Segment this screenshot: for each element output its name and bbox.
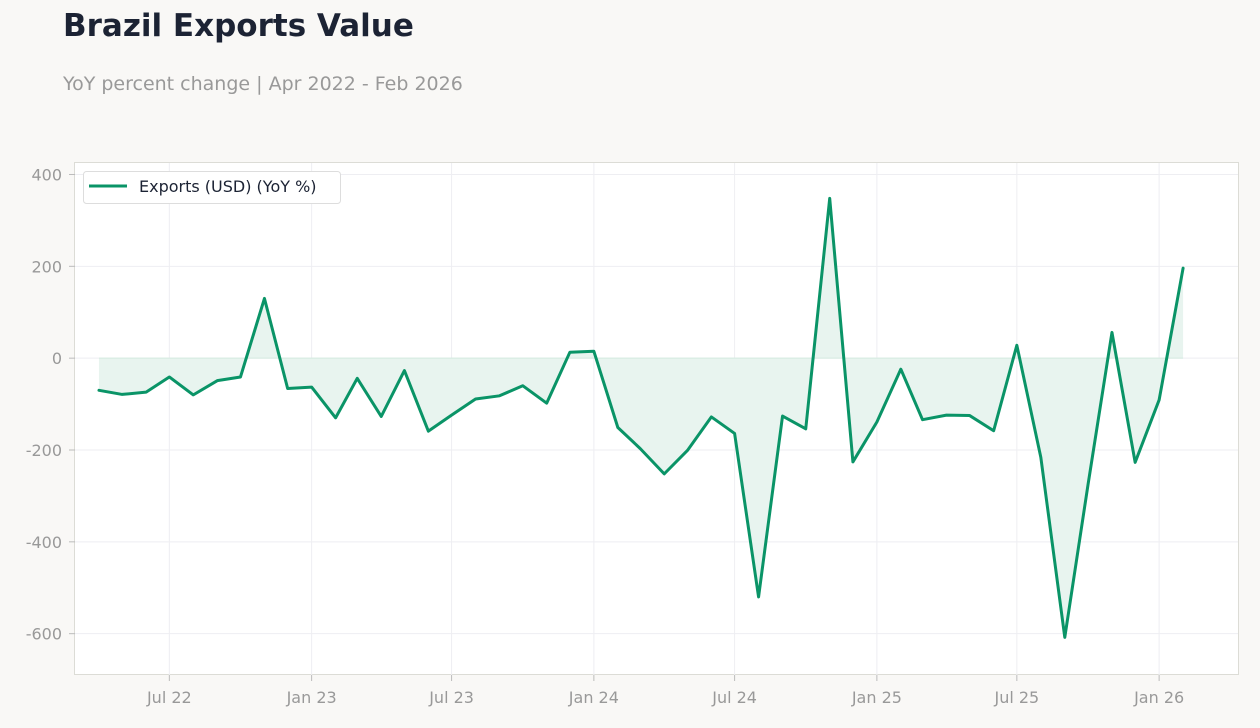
x-tick-label: Jan 25 [851, 688, 902, 707]
x-tick-label: Jan 23 [286, 688, 337, 707]
y-tick-label: -600 [26, 625, 62, 644]
x-tick-label: Jul 25 [993, 688, 1039, 707]
series-area-fill [98, 198, 1184, 638]
line-layer [97, 196, 1185, 639]
x-tick-label: Jul 23 [428, 688, 474, 707]
x-tick-label: Jan 26 [1133, 688, 1184, 707]
y-tick-label: 0 [52, 349, 62, 368]
y-tick-label: -400 [26, 533, 62, 552]
y-tick-label: 200 [31, 257, 62, 276]
legend-label: Exports (USD) (YoY %) [139, 177, 317, 196]
series-line-exports [97, 196, 1185, 639]
y-tick-label: -200 [26, 441, 62, 460]
x-tick-label: Jul 22 [146, 688, 192, 707]
x-tick-label: Jan 24 [568, 688, 619, 707]
page-subtitle: YoY percent change | Apr 2022 - Feb 2026 [63, 73, 463, 95]
x-tick-label: Jul 24 [711, 688, 757, 707]
legend-box [83, 171, 341, 204]
y-tick-label: 400 [31, 165, 62, 184]
y-axis-ticks: 400 200 0 -200 -400 -600 [26, 165, 75, 644]
chart-legend: Exports (USD) (YoY %) [83, 171, 341, 204]
x-axis-ticks: Jul 22 Jan 23 Jul 23 Jan 24 Jul 24 Jan 25 Jul … [146, 675, 1184, 707]
page-title: Brazil Exports Value [63, 8, 414, 44]
